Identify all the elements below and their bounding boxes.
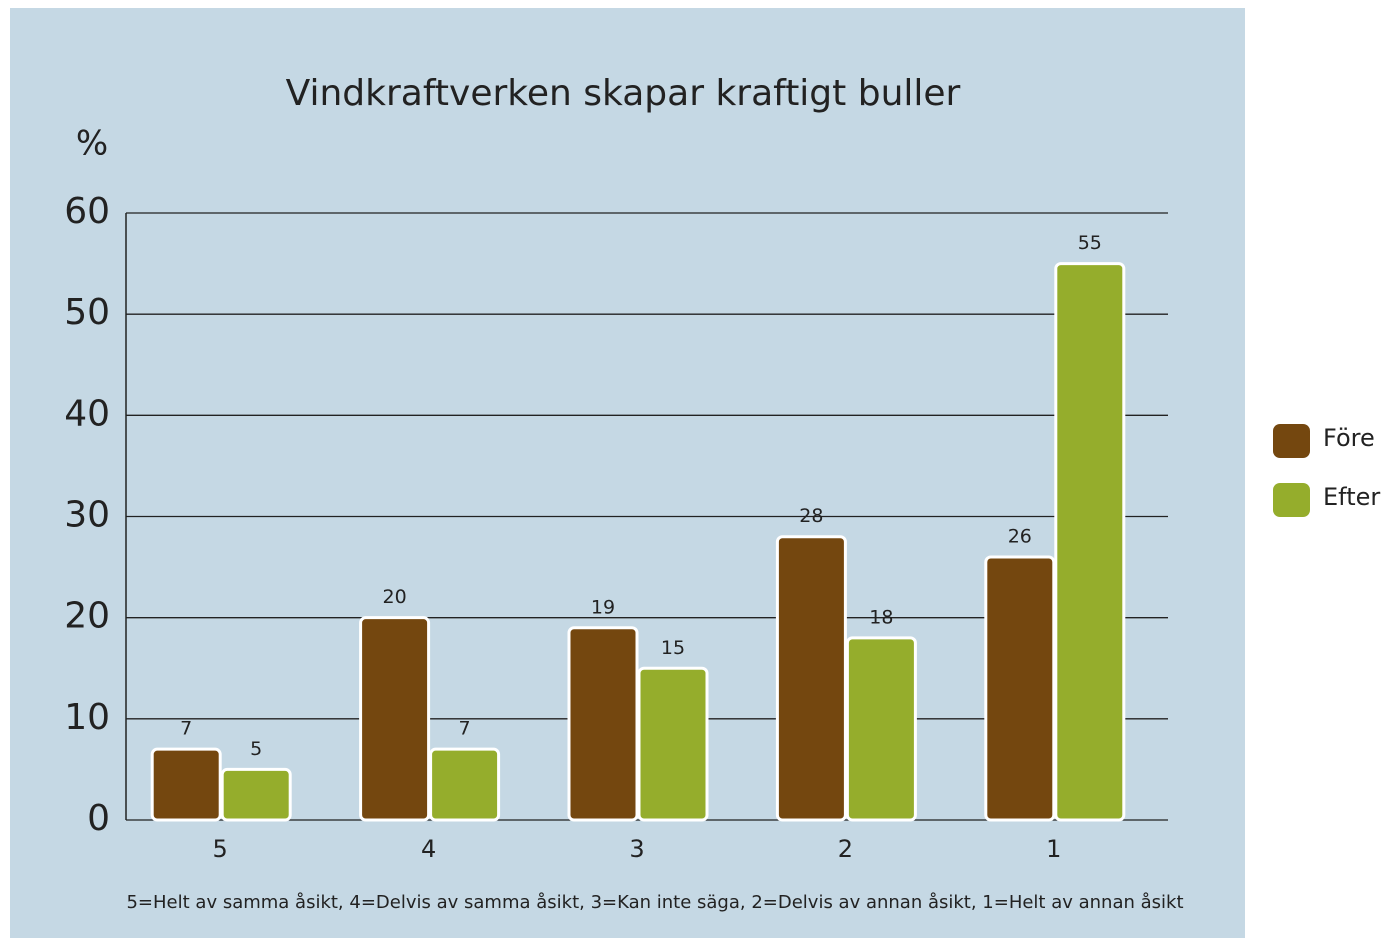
bar [775,535,847,822]
bar [429,747,501,822]
data-label: 28 [799,505,823,527]
bar [220,767,292,822]
legend-label: Efter [1323,483,1380,511]
data-label: 19 [591,596,615,618]
chart-title: Vindkraftverken skapar kraftigt buller [286,73,961,114]
legend-swatch [1273,424,1310,458]
y-tick-label: 0 [87,798,110,839]
data-label: 7 [459,718,471,740]
footnote: 5=Helt av samma åsikt, 4=Delvis av samma… [126,892,1183,913]
y-tick-label: 60 [64,191,110,232]
data-label: 7 [180,718,192,740]
bar [567,626,639,822]
y-tick-label: 50 [64,292,110,333]
bar [845,636,917,822]
x-tick-label: 2 [838,835,853,863]
legend-label: Före [1323,424,1375,452]
data-label: 26 [1008,525,1032,547]
data-label: 5 [250,738,262,760]
legend-swatch [1273,483,1310,517]
bar [637,666,709,822]
data-label: 18 [869,606,893,628]
y-tick-label: 40 [64,393,110,434]
y-tick-label: 30 [64,495,110,536]
bar [1054,262,1126,822]
bar [359,616,431,822]
data-label: 20 [383,586,407,608]
data-label: 55 [1078,232,1102,254]
x-tick-label: 5 [213,835,228,863]
x-tick-label: 4 [421,835,436,863]
bar [984,555,1056,822]
bar [150,747,222,822]
y-tick-label: 10 [64,697,110,738]
x-tick-label: 1 [1046,835,1061,863]
y-tick-label: 20 [64,596,110,637]
y-axis-label: % [76,124,108,164]
x-tick-label: 3 [629,835,644,863]
data-label: 15 [661,637,685,659]
